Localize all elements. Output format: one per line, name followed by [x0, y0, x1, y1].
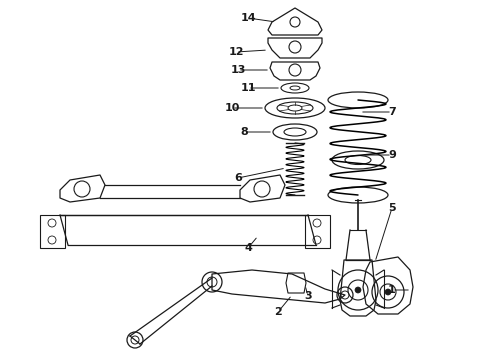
Text: 6: 6: [234, 173, 242, 183]
Text: 2: 2: [274, 307, 282, 317]
Text: 14: 14: [240, 13, 256, 23]
Text: 3: 3: [304, 291, 312, 301]
Text: 11: 11: [240, 83, 256, 93]
Text: 1: 1: [388, 285, 396, 295]
Text: 10: 10: [224, 103, 240, 113]
Text: 4: 4: [244, 243, 252, 253]
Text: 13: 13: [230, 65, 245, 75]
Text: 12: 12: [228, 47, 244, 57]
Text: 9: 9: [388, 150, 396, 160]
Circle shape: [385, 289, 391, 295]
Text: 8: 8: [240, 127, 248, 137]
Circle shape: [355, 287, 361, 293]
Text: 7: 7: [388, 107, 396, 117]
Text: 5: 5: [388, 203, 396, 213]
